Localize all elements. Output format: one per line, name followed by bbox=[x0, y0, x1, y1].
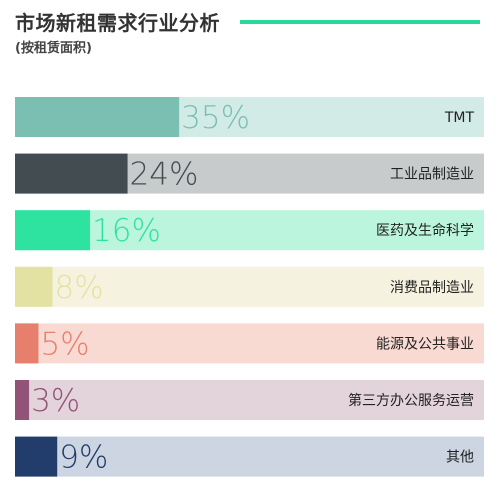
bar bbox=[15, 436, 58, 477]
bar-track bbox=[15, 210, 484, 251]
bar bbox=[15, 380, 30, 420]
bar-track bbox=[15, 266, 484, 307]
bar-value-label: 16% bbox=[92, 213, 161, 249]
category-label: 第三方办公服务运营 bbox=[348, 392, 474, 409]
category-label: TMT bbox=[444, 110, 475, 126]
category-label: 其他 bbox=[446, 450, 474, 466]
category-label: 医药及生命科学 bbox=[376, 222, 474, 239]
bar-value-label: 8% bbox=[55, 270, 104, 306]
bar bbox=[15, 266, 53, 307]
bar-track bbox=[15, 323, 484, 364]
bar-track bbox=[15, 380, 484, 420]
category-label: 工业品制造业 bbox=[390, 167, 474, 183]
bar bbox=[15, 210, 91, 251]
bar bbox=[15, 153, 128, 194]
category-label: 消费品制造业 bbox=[390, 280, 474, 296]
bar-value-label: 3% bbox=[31, 383, 80, 419]
bar bbox=[15, 323, 39, 364]
chart-subtitle: (按租赁面积) bbox=[15, 41, 92, 56]
bar-value-label: 35% bbox=[181, 100, 250, 136]
bar bbox=[15, 97, 180, 137]
chart-title: 市场新租需求行业分析 bbox=[15, 11, 220, 35]
category-label: 能源及公共事业 bbox=[376, 336, 474, 352]
bar-value-label: 5% bbox=[40, 326, 89, 362]
bar-value-label: 9% bbox=[59, 440, 108, 476]
title-accent-line bbox=[240, 20, 480, 24]
bar-value-label: 24% bbox=[130, 157, 199, 193]
bar-track bbox=[15, 436, 484, 477]
